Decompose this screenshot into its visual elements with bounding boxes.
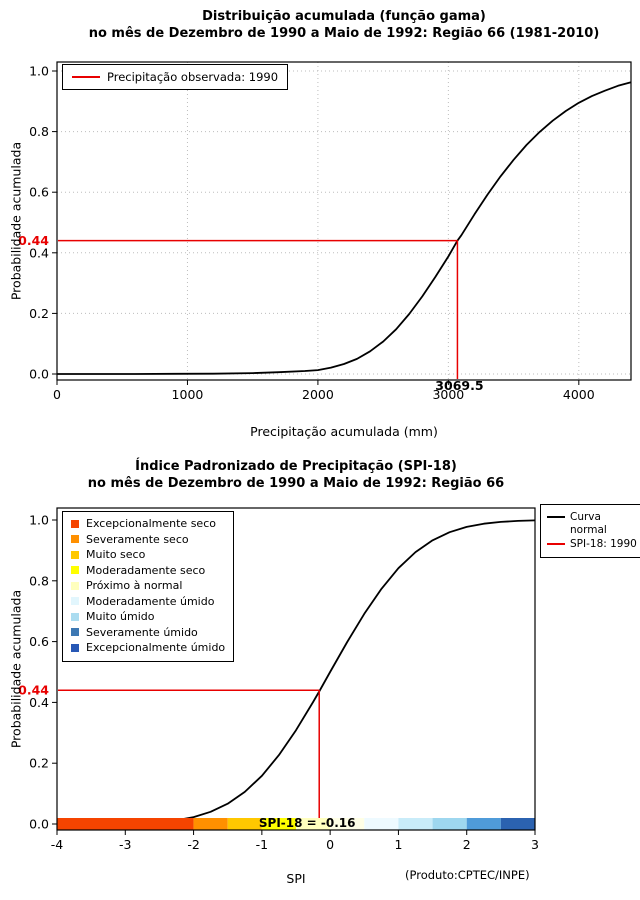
curves-legend: Curva normal SPI-18: 1990 xyxy=(540,504,640,558)
gamma-cdf-curve xyxy=(57,81,632,375)
x-tick-label: -2 xyxy=(187,837,199,852)
observed-line-swatch xyxy=(72,76,100,78)
plot-box xyxy=(56,507,536,831)
y-tick-label: 0.6 xyxy=(29,634,49,649)
legend-row: Precipitação observada: 1990 xyxy=(72,70,278,84)
curve-legend-item: Curva normal xyxy=(547,511,635,536)
category-legend-item: Muito úmido xyxy=(71,609,225,625)
gamma-chart-canvas: 0 1000 2000 3000 4000 0.0 0.2 0.4 0.6 0.8 1.0 0.44 3… xyxy=(18,61,632,402)
category-label: Severamente seco xyxy=(86,532,189,546)
spi-value-annotation: SPI-18 = -0.16 xyxy=(259,816,356,830)
x-tick-label: 0 xyxy=(53,387,61,402)
bottom-chart-subtitle: no mês de Dezembro de 1990 a Maio de 199… xyxy=(87,476,505,491)
normal-curve-legend-swatch xyxy=(547,516,565,536)
category-label: Muito seco xyxy=(86,548,146,562)
top-chart-title: Distribuição acumulada (função gama) xyxy=(202,9,486,24)
y-tick-label: 0.4 xyxy=(29,695,49,710)
top-chart-subtitle: no mês de Dezembro de 1990 a Maio de 199… xyxy=(88,26,600,41)
category-legend-item: Próximo à normal xyxy=(71,578,225,594)
category-legend-item: Moderadamente seco xyxy=(71,563,225,579)
y-tick-label: 0.8 xyxy=(29,573,49,588)
spi-colorbar-segment xyxy=(193,818,228,830)
x-tick-label: 1 xyxy=(394,837,402,852)
spi-colorbar-segment xyxy=(296,818,331,830)
x-tick-label: 0 xyxy=(326,837,334,852)
bottom-x-axis-label: SPI xyxy=(286,871,306,886)
category-swatch xyxy=(71,550,79,559)
top-y-axis-label: Probabilidade acumulada xyxy=(8,141,24,301)
bottom-y-axis-label: Probabilidade acumulada xyxy=(8,589,24,749)
top-x-axis-label: Precipitação acumulada (mm) xyxy=(250,424,438,439)
category-label: Severamente úmido xyxy=(86,625,198,639)
spi-categories-legend: Excepcionalmente seco Severamente seco Mui… xyxy=(62,511,235,662)
normal-curve-legend-label: Curva normal xyxy=(570,511,607,536)
producer-credit: (Produto:CPTEC/INPE) xyxy=(405,868,530,882)
y-tick-label: 1.0 xyxy=(29,64,49,79)
category-legend-item: Severamente seco xyxy=(71,532,225,548)
x-tick-label: 3000 xyxy=(432,387,464,402)
y-tick-label: 1.0 xyxy=(29,513,49,528)
spi-chart: -4 -3 -2 -1 0 1 2 3 0.0 0.2 0.4 0.6 0.8 1.0 0.44 SPI-18… xyxy=(0,455,640,900)
category-swatch xyxy=(71,581,79,590)
x-tick-label: -4 xyxy=(51,837,64,852)
category-legend-item: Excepcionalmente úmido xyxy=(71,640,225,656)
spi-chart-canvas: -4 -3 -2 -1 0 1 2 3 0.0 0.2 0.4 0.6 0.8 1.0 0.44 SPI-18… xyxy=(18,507,539,852)
category-swatch xyxy=(71,535,79,544)
reference-y-value-label: 0.44 xyxy=(18,683,49,698)
observed-legend-label: Precipitação observada: 1990 xyxy=(107,70,279,84)
spi-colorbar-segment xyxy=(500,818,535,830)
category-swatch xyxy=(71,597,79,606)
spi-colorbar-segment xyxy=(261,818,296,830)
category-legend-item: Moderadamente úmido xyxy=(71,594,225,610)
category-swatch xyxy=(71,628,79,637)
category-swatch xyxy=(71,519,79,528)
category-swatch xyxy=(71,612,79,621)
y-tick-label: 0.0 xyxy=(29,367,49,382)
curve-legend-item: SPI-18: 1990 xyxy=(547,538,637,551)
gamma-distribution-chart: 0 1000 2000 3000 4000 0.0 0.2 0.4 0.6 0.8 1.0 0.44 3… xyxy=(8,9,632,439)
spi-colorbar-segment xyxy=(330,818,365,830)
y-tick-label: 0.2 xyxy=(29,306,49,321)
spi-colorbar-segment xyxy=(364,818,399,830)
spi-colorbar-segment xyxy=(432,818,467,830)
x-tick-label: -1 xyxy=(256,837,268,852)
y-tick-label: 0.2 xyxy=(29,756,49,771)
category-swatch xyxy=(71,566,79,575)
category-legend-item: Excepcionalmente seco xyxy=(71,516,225,532)
x-tick-label: -3 xyxy=(119,837,131,852)
category-label: Muito úmido xyxy=(86,610,155,624)
category-label: Excepcionalmente seco xyxy=(86,517,216,531)
category-label: Moderadamente seco xyxy=(86,563,206,577)
bottom-chart-title: Índice Padronizado de Precipitação (SPI-… xyxy=(135,459,457,474)
category-legend-item: Severamente úmido xyxy=(71,625,225,641)
category-label: Excepcionalmente úmido xyxy=(86,641,226,655)
x-tick-label: 2000 xyxy=(302,387,334,402)
category-label: Moderadamente úmido xyxy=(86,594,215,608)
category-swatch xyxy=(71,643,79,652)
reference-x-value-label: 3069.5 xyxy=(435,378,483,393)
y-tick-label: 0.8 xyxy=(29,124,49,139)
spi-legend-label: SPI-18: 1990 xyxy=(570,538,637,550)
x-tick-label: 4000 xyxy=(563,387,595,402)
plot-box xyxy=(56,61,632,381)
observed-precipitation-legend: Precipitação observada: 1990 xyxy=(62,64,289,90)
category-legend-item: Muito seco xyxy=(71,547,225,563)
x-tick-label: 3 xyxy=(531,837,539,852)
y-tick-label: 0.6 xyxy=(29,185,49,200)
y-tick-label: 0.0 xyxy=(29,817,49,832)
spi-colorbar-segment xyxy=(227,818,262,830)
x-tick-label: 1000 xyxy=(172,387,204,402)
spi-legend-swatch xyxy=(547,543,565,551)
reference-y-value-label: 0.44 xyxy=(18,233,49,248)
x-tick-label: 2 xyxy=(463,837,471,852)
y-tick-label: 0.4 xyxy=(29,245,49,260)
spi-colorbar-segment xyxy=(398,818,433,830)
spi-colorbar-segment xyxy=(57,818,194,830)
category-label: Próximo à normal xyxy=(86,579,183,593)
spi-colorbar-segment xyxy=(466,818,501,830)
